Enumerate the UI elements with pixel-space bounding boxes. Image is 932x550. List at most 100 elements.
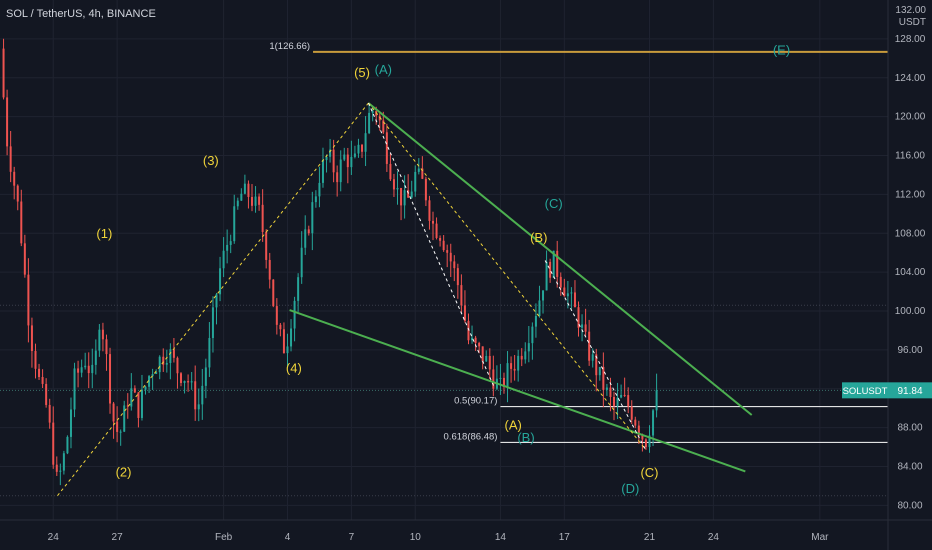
candle-body xyxy=(570,292,573,294)
candle-body xyxy=(300,247,303,278)
candle-body xyxy=(581,324,584,328)
candle-body xyxy=(94,350,97,365)
candle-body xyxy=(23,243,26,275)
wave-label: (E) xyxy=(773,42,790,57)
candle-body xyxy=(197,404,200,410)
candle-body xyxy=(332,149,335,173)
candle-body xyxy=(634,419,637,426)
trendline xyxy=(289,309,746,473)
candle-body xyxy=(637,425,640,436)
candle-body xyxy=(616,397,619,406)
time-tick-label: 24 xyxy=(708,532,720,543)
candle-body xyxy=(215,294,218,308)
candle-body xyxy=(98,329,101,351)
candle-body xyxy=(463,305,466,321)
candle-body xyxy=(655,390,658,411)
candle-body xyxy=(229,241,232,245)
candle-body xyxy=(201,385,204,405)
candle-body xyxy=(123,405,126,432)
candle-body xyxy=(314,196,317,203)
candle-body xyxy=(549,261,552,278)
candle-body xyxy=(144,386,147,390)
candle-body xyxy=(531,326,534,344)
wave-label: (D) xyxy=(621,481,639,496)
candle-body xyxy=(392,179,395,190)
candle-body xyxy=(591,354,594,361)
wave-label: (A) xyxy=(375,62,392,77)
price-tick-label: 128.00 xyxy=(895,34,926,45)
wave-label: (C) xyxy=(545,196,563,211)
candle-body xyxy=(396,187,399,190)
candle-body xyxy=(623,394,626,396)
candle-body xyxy=(609,387,612,397)
candle-body xyxy=(204,367,207,386)
wave-line xyxy=(368,102,646,450)
candle-body xyxy=(499,377,502,379)
candle-body xyxy=(403,190,406,206)
candle-body xyxy=(439,237,442,241)
candle-body xyxy=(261,204,264,232)
candle-body xyxy=(428,200,431,221)
time-tick-label: Feb xyxy=(215,532,233,543)
candle-body xyxy=(101,329,104,340)
price-tag-value-bg xyxy=(888,382,932,399)
time-tick-label: Mar xyxy=(811,532,829,543)
candle-body xyxy=(20,201,23,244)
candle-body xyxy=(38,368,41,378)
candle-body xyxy=(627,395,630,407)
candle-body xyxy=(485,356,488,362)
candle-body xyxy=(474,337,477,343)
price-tick-label: 104.00 xyxy=(895,267,926,278)
candle-body xyxy=(527,343,530,352)
candle-body xyxy=(240,193,243,201)
candle-body xyxy=(91,364,94,374)
candle-body xyxy=(598,366,601,376)
price-axis-bg xyxy=(888,0,932,550)
candle-body xyxy=(140,389,143,418)
candle-body xyxy=(66,436,69,454)
wave-label: (3) xyxy=(203,153,219,168)
candle-body xyxy=(602,366,605,390)
candle-body xyxy=(329,149,332,157)
wave-label: (C) xyxy=(640,465,658,480)
candle-body xyxy=(449,252,452,262)
price-tick-label: 100.00 xyxy=(895,306,926,317)
top-tick-label: 132.00 xyxy=(895,5,926,16)
wave-label: (B) xyxy=(530,230,547,245)
candle-body xyxy=(137,392,140,418)
candle-body xyxy=(265,231,268,260)
candle-body xyxy=(286,346,289,354)
candle-body xyxy=(350,156,353,168)
time-tick-label: 4 xyxy=(285,532,291,543)
time-tick-label: 27 xyxy=(112,532,124,543)
price-tick-label: 116.00 xyxy=(895,151,925,162)
candle-body xyxy=(534,316,537,327)
candle-body xyxy=(584,324,587,332)
candle-body xyxy=(165,362,168,365)
candle-body xyxy=(378,115,381,121)
candle-body xyxy=(630,406,633,420)
candle-body xyxy=(307,229,310,234)
candle-body xyxy=(279,324,282,330)
price-tag-symbol: SOLUSDT xyxy=(843,386,888,397)
candle-body xyxy=(73,368,76,410)
candle-body xyxy=(442,240,445,251)
candle-body xyxy=(219,268,222,295)
candle-body xyxy=(34,350,37,369)
time-tick-label: 21 xyxy=(644,532,656,543)
candle-body xyxy=(187,381,190,383)
time-tick-label: 7 xyxy=(349,532,355,543)
price-tick-label: 120.00 xyxy=(895,112,926,123)
candle-body xyxy=(226,244,229,251)
price-axis-currency: 132.00 USDT xyxy=(895,5,926,29)
candle-body xyxy=(6,97,9,147)
chart-title: SOL / TetherUS, 4h, BINANCE xyxy=(6,8,156,20)
price-tick-label: 96.00 xyxy=(897,345,922,356)
candle-body xyxy=(357,144,360,154)
candle-body xyxy=(577,307,580,328)
fib-level-label: 0.5(90.17) xyxy=(454,396,497,407)
candle-body xyxy=(80,367,83,373)
candle-body xyxy=(27,274,30,326)
candle-body xyxy=(268,259,271,280)
